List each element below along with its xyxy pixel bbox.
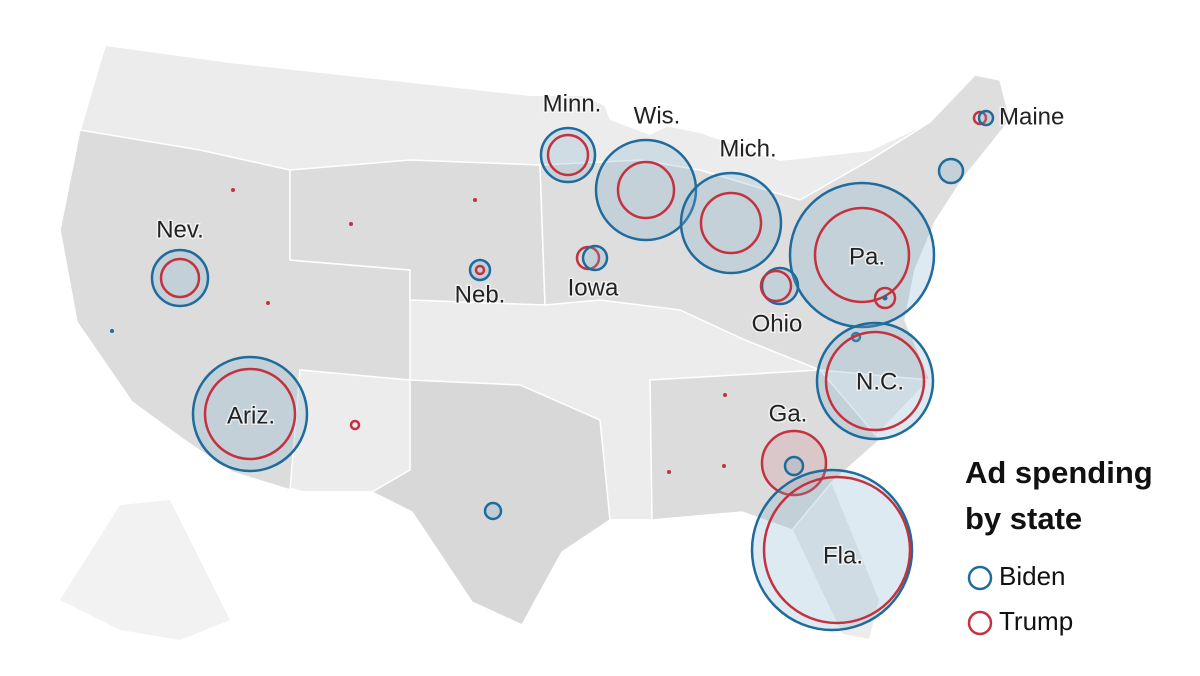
state-label: Iowa	[568, 274, 619, 301]
biden-circle	[581, 244, 609, 272]
state-label: Fla.	[823, 542, 863, 569]
biden-circle	[594, 138, 698, 242]
biden-circle	[977, 109, 995, 127]
state-label: Wis.	[634, 102, 681, 129]
trump-circle	[616, 160, 676, 220]
state-label: Ga.	[769, 400, 808, 427]
trump-circle	[203, 367, 297, 461]
legend-swatch	[967, 610, 993, 636]
trump-circle	[159, 257, 201, 299]
state-label: Minn.	[543, 90, 602, 117]
biden-circle	[191, 355, 309, 473]
trump-circle	[349, 419, 361, 431]
biden-circle	[750, 468, 914, 632]
state-label: Pa.	[849, 243, 885, 270]
legend-entry: Trump	[999, 606, 1073, 636]
state-label: Ohio	[752, 310, 803, 337]
trump-dot	[473, 198, 477, 202]
trump-circle	[760, 429, 828, 497]
trump-circle	[759, 269, 793, 303]
biden-circle	[815, 321, 935, 441]
biden-circle	[679, 171, 783, 275]
biden-circle	[937, 157, 965, 185]
legend-title: Ad spending	[965, 455, 1153, 490]
state-labels: Minn. Wis. Mich. Pa. Maine Nev. Neb. Iow…	[155, 89, 1066, 571]
trump-dot	[667, 470, 671, 474]
legend-swatch	[967, 565, 993, 591]
state-label: Nev.	[156, 216, 204, 243]
state-label: N.C.	[856, 368, 904, 395]
trump-circle	[972, 110, 988, 126]
legend: Ad spending by state Biden Trump	[965, 455, 1153, 636]
trump-circle	[699, 191, 763, 255]
biden-circle	[788, 181, 936, 329]
trump-dot	[231, 188, 235, 192]
trump-dot	[722, 464, 726, 468]
trump-circle	[474, 264, 486, 276]
biden-circle	[468, 258, 492, 282]
state-label: Ariz.	[227, 402, 275, 429]
trump-dot	[266, 301, 270, 305]
lake	[600, 95, 680, 135]
trump-circle	[813, 206, 911, 304]
biden-dot	[110, 329, 114, 333]
biden-dot	[882, 295, 888, 301]
state-label: Neb.	[455, 281, 506, 308]
trump-circle	[546, 133, 590, 177]
alaska	[60, 500, 230, 640]
trump-dot	[349, 222, 353, 226]
plains-states	[289, 159, 546, 306]
trump-circle	[873, 286, 897, 310]
legend-entry: Biden	[999, 561, 1066, 591]
trump-circle	[824, 330, 926, 432]
legend-title: by state	[965, 501, 1082, 536]
state-label: Maine	[999, 103, 1064, 130]
trump-dot	[723, 393, 727, 397]
biden-circle	[483, 501, 503, 521]
circles	[110, 109, 995, 632]
trump-circle	[762, 475, 912, 625]
biden-circle	[783, 455, 805, 477]
state-label: Mich.	[719, 135, 776, 162]
